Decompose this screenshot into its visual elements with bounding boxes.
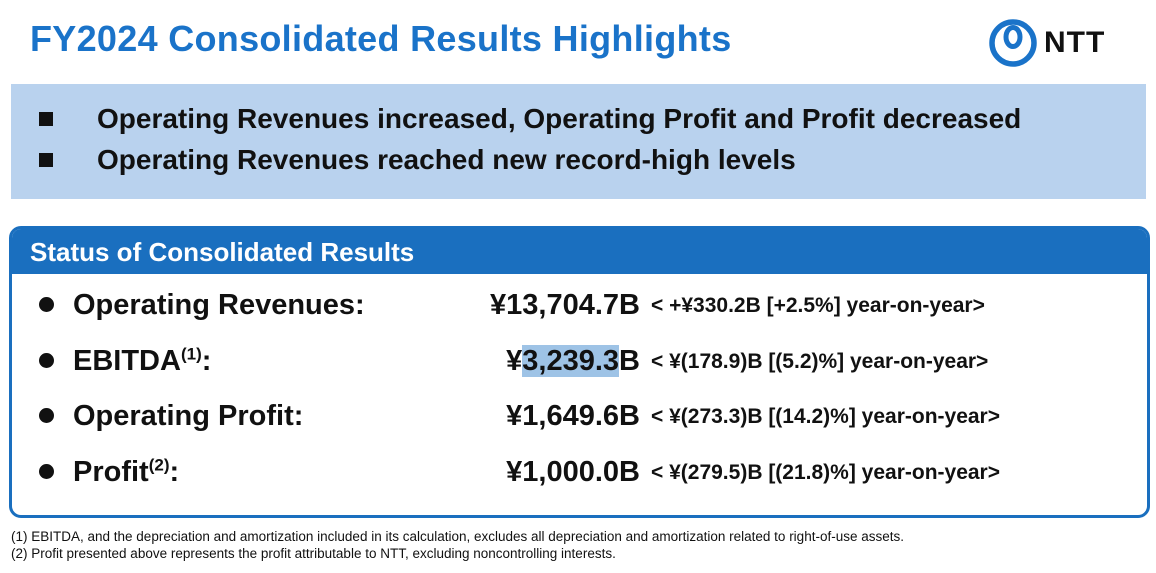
result-value: ¥13,704.7B bbox=[490, 289, 640, 321]
banner-item: Operating Revenues increased, Operating … bbox=[39, 103, 1021, 135]
result-yoy: < +¥330.2B [+2.5%] year-on-year> bbox=[651, 294, 985, 317]
result-row-operating-profit: Operating Profit: ¥1,649.6B < ¥(273.3)B … bbox=[12, 396, 1147, 436]
square-bullet-icon bbox=[39, 112, 53, 126]
selection-highlight: 3,239.3 bbox=[522, 345, 620, 377]
result-row-profit: Profit(2): ¥1,000.0B < ¥(279.5)B [(21.8)… bbox=[12, 452, 1147, 492]
status-panel: Status of Consolidated Results Operating… bbox=[9, 226, 1150, 518]
banner-text: Operating Revenues reached new record-hi… bbox=[97, 144, 796, 175]
highlights-banner: Operating Revenues increased, Operating … bbox=[11, 84, 1146, 199]
footnote-ref: (1) bbox=[180, 344, 202, 364]
banner-text: Operating Revenues increased, Operating … bbox=[97, 103, 1022, 134]
footnote: (2) Profit presented above represents th… bbox=[11, 546, 616, 561]
footnote: (1) EBITDA, and the depreciation and amo… bbox=[11, 529, 904, 544]
footnote-ref: (2) bbox=[148, 455, 170, 475]
page-title: FY2024 Consolidated Results Highlights bbox=[30, 18, 732, 59]
result-yoy: < ¥(273.3)B [(14.2)%] year-on-year> bbox=[651, 405, 1000, 428]
result-label: Operating Profit: bbox=[73, 400, 304, 432]
ntt-logo: NTT bbox=[988, 18, 1105, 68]
result-row-revenues: Operating Revenues: ¥13,704.7B < +¥330.2… bbox=[12, 285, 1147, 325]
bullet-icon bbox=[39, 353, 54, 368]
result-yoy: < ¥(178.9)B [(5.2)%] year-on-year> bbox=[651, 350, 989, 373]
result-value: ¥1,649.6B bbox=[506, 400, 640, 432]
result-label: Profit(2): bbox=[73, 455, 180, 488]
footnotes: (1) EBITDA, and the depreciation and amo… bbox=[11, 528, 904, 562]
logo-text: NTT bbox=[1044, 26, 1106, 59]
result-label: EBITDA(1): bbox=[73, 344, 212, 377]
result-value: ¥1,000.0B bbox=[506, 456, 640, 488]
result-yoy: < ¥(279.5)B [(21.8)%] year-on-year> bbox=[651, 461, 1000, 484]
panel-heading: Status of Consolidated Results bbox=[12, 229, 1147, 274]
ntt-logo-icon bbox=[989, 19, 1037, 67]
square-bullet-icon bbox=[39, 153, 53, 167]
result-label: Operating Revenues: bbox=[73, 289, 365, 321]
bullet-icon bbox=[39, 297, 54, 312]
result-value: ¥3,239.3B bbox=[506, 345, 640, 377]
banner-item: Operating Revenues reached new record-hi… bbox=[39, 144, 796, 176]
result-row-ebitda: EBITDA(1): ¥3,239.3B < ¥(178.9)B [(5.2)%… bbox=[12, 341, 1147, 381]
bullet-icon bbox=[39, 408, 54, 423]
bullet-icon bbox=[39, 464, 54, 479]
